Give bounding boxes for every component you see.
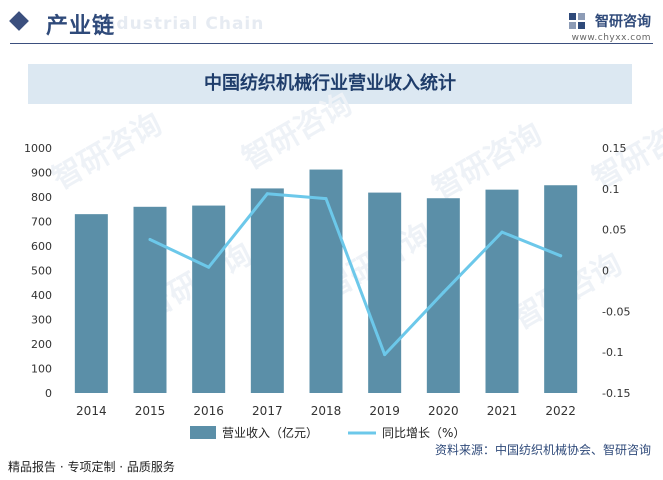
growth-point [441,291,445,295]
right-tick-label: -0.1 [602,346,623,359]
header-divider [10,43,653,44]
legend-bar-label: 营业收入（亿元） [222,425,318,440]
right-tick-label: 0.1 [602,183,620,196]
left-tick-label: 0 [45,387,52,400]
legend: 营业收入（亿元） 同比增长（%） [190,425,465,440]
growth-line [148,192,563,357]
bar [544,185,578,393]
brand-logo-icon [568,12,585,29]
left-tick-label: 600 [31,240,52,253]
right-tick-label: -0.05 [602,305,630,318]
bar [485,189,519,393]
growth-point [500,230,504,234]
section-title: 产业链 [46,14,116,39]
x-tick-label: 2021 [487,404,518,418]
legend-line-label: 同比增长（%） [382,426,465,440]
watermark-text: 智研咨询 [47,107,168,197]
line-series [148,192,563,357]
right-axis: -0.15 -0.1 -0.05 0 0.05 0.1 0.15 [602,142,630,400]
footer-tagline: 精品报告 · 专项定制 · 品质服务 [8,460,175,474]
left-tick-label: 900 [31,167,52,180]
left-tick-label: 300 [31,314,52,327]
left-tick-label: 500 [31,265,52,278]
x-axis-labels: 2014 2015 2016 2017 2018 2019 2020 2021 2022 [76,404,576,418]
right-tick-label: 0.05 [602,224,627,237]
bar-series [74,169,578,393]
bar [250,188,284,393]
watermark-text: 智研咨询 [237,87,358,177]
bar [368,192,402,393]
bar [133,206,167,393]
chart-title: 中国纺织机械行业营业收入统计 [204,73,456,94]
x-tick-label: 2015 [135,404,166,418]
header-watermark: Industrial Chain [96,14,265,34]
left-axis: 0 100 200 300 400 500 600 700 800 900 1000 [24,142,52,400]
left-tick-label: 1000 [24,142,52,155]
source-note: 资料来源：中国纺织机械协会、智研咨询 [434,443,651,457]
x-tick-label: 2017 [252,404,283,418]
brand-name: 智研咨询 [595,13,651,30]
left-tick-label: 100 [31,363,52,376]
chart-svg: 智研咨询智研咨询智研咨询智研咨询智研咨询智研咨询智研咨询 01002003004… [24,87,663,440]
header-bar: Industrial Chain 产业链 智研咨询 www.chyxx.com [0,0,663,44]
right-tick-label: 0 [602,265,609,278]
growth-point [207,265,211,269]
left-tick-label: 400 [31,289,52,302]
growth-point [148,237,152,241]
brand-url: www.chyxx.com [571,32,651,43]
footer: 精品报告 · 专项定制 · 品质服务 资料来源：中国纺织机械协会、智研咨询 [0,443,663,480]
x-tick-label: 2022 [545,404,576,418]
bar [74,214,108,393]
right-tick-label: -0.15 [602,387,630,400]
legend-bar-swatch [190,426,216,439]
x-tick-label: 2018 [311,404,342,418]
chart-title-band: 中国纺织机械行业营业收入统计 [28,64,632,104]
brand: 智研咨询 www.chyxx.com [568,10,651,43]
bar [309,169,343,393]
x-tick-label: 2019 [369,404,400,418]
growth-point [324,197,328,201]
growth-point [265,192,269,196]
bar [426,198,460,393]
left-tick-label: 200 [31,338,52,351]
left-tick-label: 800 [31,191,52,204]
x-tick-label: 2020 [428,404,459,418]
x-tick-label: 2014 [76,404,107,418]
right-tick-label: 0.15 [602,142,627,155]
x-tick-label: 2016 [193,404,224,418]
left-tick-label: 700 [31,216,52,229]
growth-point [559,254,563,258]
growth-point [383,353,387,357]
bar [192,205,226,393]
